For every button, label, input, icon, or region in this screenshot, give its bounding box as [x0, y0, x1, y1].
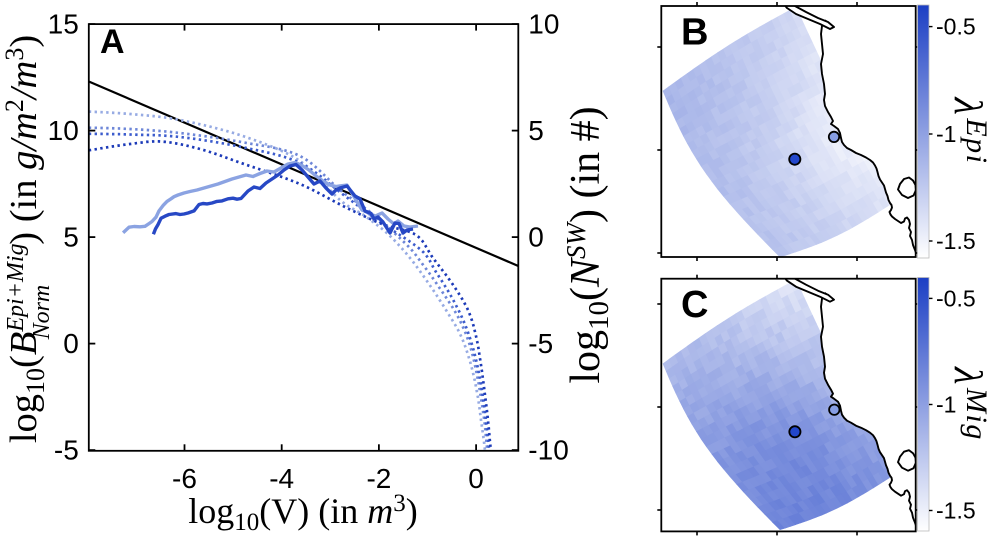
svg-text:log10(NSW) (in #): log10(NSW) (in #): [561, 106, 615, 383]
svg-text:-1.5: -1.5: [936, 498, 976, 524]
svg-text:-5: -5: [54, 435, 79, 466]
svg-text:-4: -4: [269, 463, 294, 494]
svg-text:0: 0: [468, 463, 484, 494]
svg-text:-0.5: -0.5: [936, 285, 976, 311]
svg-text:5: 5: [528, 115, 544, 146]
svg-text:log10(V) (in m3): log10(V) (in m3): [188, 490, 417, 536]
svg-text:-1: -1: [936, 121, 956, 147]
svg-text:-5: -5: [528, 328, 553, 359]
svg-text:10: 10: [48, 115, 79, 146]
svg-text:A: A: [100, 23, 125, 61]
svg-text:-6: -6: [172, 463, 197, 494]
svg-text:-1.5: -1.5: [936, 228, 976, 254]
svg-text:-1: -1: [936, 392, 956, 418]
svg-text:-10: -10: [528, 435, 568, 466]
svg-text:B: B: [681, 12, 708, 54]
svg-text:5: 5: [63, 222, 79, 253]
svg-text:C: C: [681, 284, 708, 326]
svg-text:-0.5: -0.5: [936, 14, 976, 40]
svg-text:15: 15: [48, 9, 79, 40]
svg-text:10: 10: [528, 9, 559, 40]
svg-text:0: 0: [528, 222, 544, 253]
svg-text:0: 0: [63, 328, 79, 359]
svg-text:-2: -2: [366, 463, 391, 494]
